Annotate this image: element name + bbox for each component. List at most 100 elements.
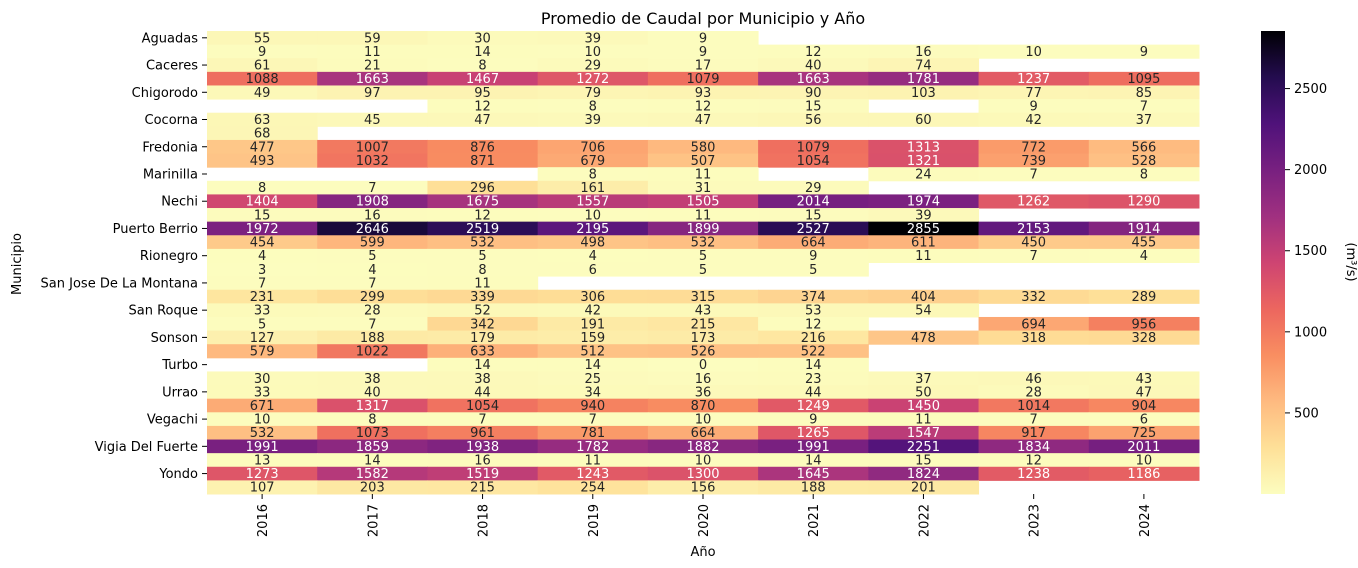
heatmap-cell bbox=[427, 289, 539, 304]
heatmap-cell bbox=[758, 180, 869, 195]
heatmap-cell bbox=[647, 398, 759, 413]
cell-value-label: 7 bbox=[368, 317, 376, 332]
heatmap-cell bbox=[317, 71, 428, 86]
cell-value-label: 11 bbox=[695, 167, 712, 182]
heatmap-cell bbox=[317, 330, 428, 345]
cell-value-label: 15 bbox=[254, 208, 271, 223]
heatmap-cell bbox=[647, 153, 759, 168]
cell-value-label: 43 bbox=[1136, 372, 1153, 387]
heatmap-cell bbox=[537, 412, 649, 427]
x-axis-label: Año bbox=[690, 545, 715, 560]
cell-value-label: 188 bbox=[360, 331, 385, 346]
cell-value-label: 1088 bbox=[246, 72, 279, 87]
cell-value-label: 706 bbox=[580, 140, 605, 155]
cell-value-label: 43 bbox=[695, 304, 712, 319]
cell-value-label: 1079 bbox=[686, 72, 719, 87]
heatmap-cell bbox=[207, 180, 318, 195]
heatmap-cell bbox=[207, 262, 318, 277]
colorbar-ticks: 500 1000 1500 2000 2500 bbox=[1285, 82, 1327, 421]
cell-value-label: 44 bbox=[805, 385, 822, 400]
heatmap-cell bbox=[317, 412, 428, 427]
cell-value-label: 6 bbox=[589, 263, 597, 278]
cell-value-label: 33 bbox=[254, 385, 271, 400]
heatmap-cell bbox=[317, 235, 428, 250]
colorbar-tick-label: 1000 bbox=[1294, 325, 1327, 340]
cell-value-label: 28 bbox=[364, 304, 381, 319]
heatmap-cell bbox=[1088, 453, 1200, 468]
heatmap-cell bbox=[317, 153, 428, 168]
heatmap-cell bbox=[537, 371, 649, 386]
heatmap-cell bbox=[207, 466, 318, 481]
cell-value-label: 7 bbox=[1030, 249, 1038, 264]
heatmap-cell bbox=[537, 248, 649, 263]
heatmap-cell bbox=[868, 412, 980, 427]
cell-value-label: 5 bbox=[699, 263, 707, 278]
heatmap-cell bbox=[427, 235, 539, 250]
cell-value-label: 39 bbox=[915, 208, 932, 223]
cell-value-label: 1547 bbox=[907, 426, 940, 441]
cell-value-label: 1557 bbox=[576, 195, 609, 210]
heatmap-cell bbox=[207, 439, 318, 454]
heatmap-cell bbox=[317, 398, 428, 413]
cell-value-label: 9 bbox=[809, 413, 817, 428]
heatmap-cell bbox=[317, 31, 428, 46]
heatmap-cell bbox=[647, 167, 759, 182]
cell-value-label: 85 bbox=[1136, 86, 1153, 101]
heatmap-cell bbox=[537, 180, 649, 195]
cell-value-label: 1882 bbox=[686, 440, 719, 455]
cell-value-label: 61 bbox=[254, 59, 271, 74]
cell-value-label: 25 bbox=[585, 372, 602, 387]
y-tick-label: Aguadas bbox=[142, 31, 199, 46]
heatmap-cell bbox=[207, 235, 318, 250]
heatmap-cell bbox=[207, 303, 318, 318]
y-tick-label: Urrao bbox=[162, 385, 198, 400]
cell-value-label: 566 bbox=[1131, 140, 1156, 155]
heatmap-cell bbox=[758, 453, 869, 468]
cell-value-label: 8 bbox=[258, 181, 266, 196]
heatmap-cell bbox=[537, 330, 649, 345]
cell-value-label: 1505 bbox=[686, 195, 719, 210]
heatmap-cell bbox=[647, 425, 759, 441]
cell-value-label: 39 bbox=[585, 31, 602, 46]
heatmap-cell bbox=[207, 71, 318, 86]
heatmap-cell bbox=[647, 139, 759, 155]
x-tick-label: 2022 bbox=[917, 504, 932, 537]
y-tick-label: Nechi bbox=[161, 195, 198, 210]
heatmap-cell bbox=[868, 425, 980, 441]
cell-value-label: 1899 bbox=[686, 222, 719, 237]
cell-value-label: 63 bbox=[254, 113, 271, 128]
heatmap-cell bbox=[537, 480, 649, 495]
cell-value-label: 4 bbox=[1140, 249, 1148, 264]
colorbar-tick-label: 2500 bbox=[1294, 82, 1327, 97]
cell-value-label: 5 bbox=[809, 263, 817, 278]
heatmap-cell bbox=[758, 425, 869, 441]
cell-value-label: 781 bbox=[580, 426, 605, 441]
cell-value-label: 56 bbox=[805, 113, 822, 128]
heatmap-cell bbox=[758, 480, 869, 495]
heatmap-cell bbox=[647, 453, 759, 468]
cell-value-label: 512 bbox=[580, 345, 605, 360]
cell-value-label: 95 bbox=[474, 86, 491, 101]
cell-value-label: 1032 bbox=[356, 154, 389, 169]
cell-value-label: 10 bbox=[695, 453, 712, 468]
heatmap-cell bbox=[758, 235, 869, 250]
heatmap-cell bbox=[427, 330, 539, 345]
heatmap-cell bbox=[868, 44, 980, 59]
cell-value-label: 231 bbox=[250, 290, 275, 305]
cell-value-label: 5 bbox=[699, 249, 707, 264]
heatmap-cell bbox=[427, 412, 539, 427]
heatmap-cell bbox=[647, 303, 759, 318]
cell-value-label: 40 bbox=[364, 385, 381, 400]
heatmap-cell bbox=[978, 289, 1090, 304]
cell-value-label: 2519 bbox=[466, 222, 499, 237]
heatmap-cell bbox=[647, 71, 759, 86]
heatmap-cell bbox=[317, 385, 428, 400]
heatmap-cell bbox=[868, 385, 980, 400]
colorbar-label: (m³/s) bbox=[1343, 242, 1358, 281]
cell-value-label: 59 bbox=[364, 31, 381, 46]
cell-value-label: 917 bbox=[1021, 426, 1046, 441]
cell-value-label: 528 bbox=[1131, 154, 1156, 169]
cell-value-label: 2855 bbox=[907, 222, 940, 237]
heatmap-cell bbox=[537, 85, 649, 100]
cell-value-label: 1243 bbox=[576, 467, 609, 482]
